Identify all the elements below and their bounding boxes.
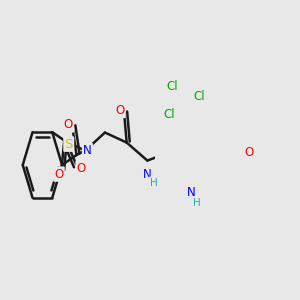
Text: Cl: Cl [166,80,178,93]
Text: O: O [76,162,86,175]
Text: N: N [143,168,152,181]
Text: S: S [64,138,73,151]
Text: N: N [83,144,92,157]
Text: N: N [186,186,195,199]
Text: H: H [150,178,158,188]
Text: O: O [244,146,253,159]
Text: O: O [115,104,124,117]
Text: H: H [193,197,201,208]
Text: Cl: Cl [193,90,205,103]
Text: Cl: Cl [163,108,175,121]
Text: O: O [54,168,64,181]
Text: O: O [64,118,73,131]
